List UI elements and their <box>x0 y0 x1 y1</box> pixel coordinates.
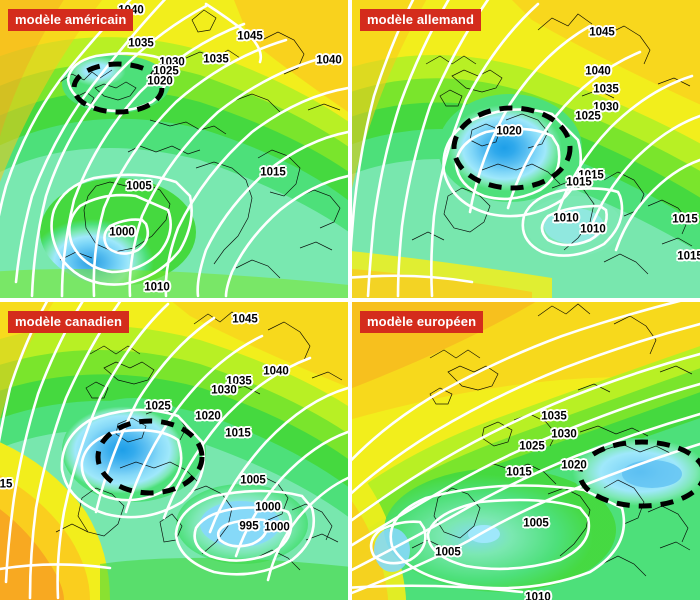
panel-label-americain: modèle américain <box>8 9 134 31</box>
isobar-label: 1025 <box>519 440 545 453</box>
isobar-label: 1000 <box>255 501 281 514</box>
isobar-label: 1015 <box>672 213 698 226</box>
panel-label-canadien: modèle canadien <box>8 311 129 333</box>
isobar-label: 1020 <box>147 75 173 88</box>
panel-modele-canadien[interactable]: modèle canadien 1045 1040 1035 1030 1025 1020… <box>0 302 348 600</box>
panel-modele-europeen[interactable]: modèle européen 1035 1030 1025 1020 1015 1005… <box>352 302 700 600</box>
isobar-label: 1010 <box>553 212 579 225</box>
isobar-label: 1040 <box>585 65 611 78</box>
isobar-label: 1020 <box>496 125 522 138</box>
isobar-label: 1000 <box>109 226 135 239</box>
isobar-label: 1005 <box>126 180 152 193</box>
isobar-label: 1005 <box>435 546 461 559</box>
isobar-label: 1010 <box>580 223 606 236</box>
isobar-label: 1025 <box>153 65 179 78</box>
isobar-label: 1045 <box>237 30 263 43</box>
isobar-label: 1045 <box>589 26 615 39</box>
isobar-label: 1015 <box>578 169 604 182</box>
isobar-label: 1015 <box>225 427 251 440</box>
isobar-label: 1030 <box>551 428 577 441</box>
highlight-ellipse-americain <box>71 61 165 115</box>
panel-modele-americain[interactable]: modèle américain 10401045103510351040103… <box>0 0 348 298</box>
isobar-label: 1010 <box>144 281 170 294</box>
isobar-label: 1030 <box>211 384 237 397</box>
isobar-label: 1040 <box>263 365 289 378</box>
isobar-label: 1020 <box>195 410 221 423</box>
highlight-ellipse-allemand <box>451 105 573 191</box>
highlight-ellipse-europeen <box>577 439 700 509</box>
isobar-label: 1030 <box>159 56 185 69</box>
isobar-label: 995 <box>239 520 259 533</box>
isobar-label: 1030 <box>593 101 619 114</box>
isobar-label: 1015 <box>506 466 532 479</box>
isobar-label: 1035 <box>226 375 252 388</box>
panel-label-allemand: modèle allemand <box>360 9 481 31</box>
isobar-label: 1005 <box>523 517 549 530</box>
isobar-label: 1020 <box>561 459 587 472</box>
isobar-label: 1025 <box>575 110 601 123</box>
pressure-map-americain <box>0 0 348 298</box>
isobar-label: 1000 <box>264 521 290 534</box>
isobar-label: 1025 <box>145 400 171 413</box>
isobar-label: 1015 <box>566 176 592 189</box>
isobar-label: 1040 <box>316 54 342 67</box>
pressure-map-allemand <box>352 0 700 298</box>
panel-divider-horizontal <box>0 298 700 302</box>
highlight-ellipse-canadien <box>95 418 205 496</box>
isobar-label: 1035 <box>128 37 154 50</box>
isobar-label: 1015 <box>260 166 286 179</box>
isobar-label: 1035 <box>541 410 567 423</box>
isobar-label: 1005 <box>240 474 266 487</box>
pressure-map-canadien <box>0 302 348 600</box>
isobar-label: 1035 <box>203 53 229 66</box>
panel-label-europeen: modèle européen <box>360 311 484 333</box>
pressure-map-europeen <box>352 302 700 600</box>
isobar-label: 1010 <box>525 591 551 600</box>
panel-modele-allemand[interactable]: modèle allemand 1045 1040 1035 1030 1025 1020… <box>352 0 700 298</box>
isobar-label: 1035 <box>593 83 619 96</box>
isobar-label: 15 <box>0 478 13 491</box>
isobar-label: 1045 <box>232 313 258 326</box>
isobar-label: 1015 <box>677 250 700 263</box>
